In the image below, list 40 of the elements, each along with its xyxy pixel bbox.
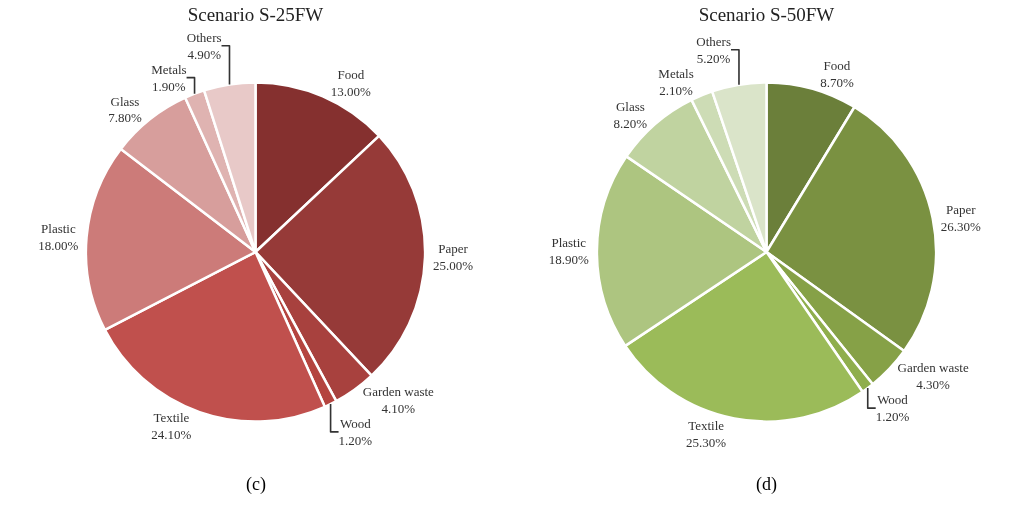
slice-label: Metals [658,65,694,81]
slice-label: Food [337,66,365,82]
data-label: 1.20% [875,409,910,425]
data-label: 4.30% [916,377,951,393]
text: (d) [756,474,777,495]
slice-label: Textile [688,417,725,433]
data-label: 5.20% [696,50,731,66]
data-label: 18.00% [38,237,79,253]
data-label: 8.20% [613,115,648,131]
data-label: 1.20% [338,432,373,448]
chart-title: Scenario S-25FW [187,4,324,26]
data-label: 7.80% [108,110,142,126]
slice-label: Textile [153,410,190,426]
slice-label: Paper [438,241,469,257]
data-label: 1.90% [152,78,186,94]
slice-label: Wood [877,392,909,408]
slice-label: Plastic [551,234,587,250]
text: (c) [246,474,266,495]
slice-label: Food [823,57,851,73]
slice-label: Garden waste [362,384,435,400]
slice-label: Others [186,29,222,45]
slice-label: Plastic [41,221,76,237]
data-label: 26.30% [940,218,981,234]
data-label: 2.10% [659,82,693,98]
slice-label: Glass [110,93,140,109]
data-label: 4.90% [187,46,222,62]
slice-label: Paper [945,201,977,217]
slice-label: Metals [151,61,187,77]
slice-label: Wood [340,415,372,431]
data-label: 25.00% [432,258,474,274]
slice-label: Others [696,33,731,49]
data-label: 25.30% [686,434,727,450]
chart-title: Scenario S-50FW [698,4,835,26]
data-label: 24.10% [151,427,192,443]
slice-label: Glass [615,98,645,114]
data-label: 18.90% [548,251,589,267]
slice-label: Garden waste [897,360,969,376]
data-label: 8.70% [820,74,854,90]
data-label: 4.10% [381,400,416,416]
data-label: 13.00% [330,83,372,99]
